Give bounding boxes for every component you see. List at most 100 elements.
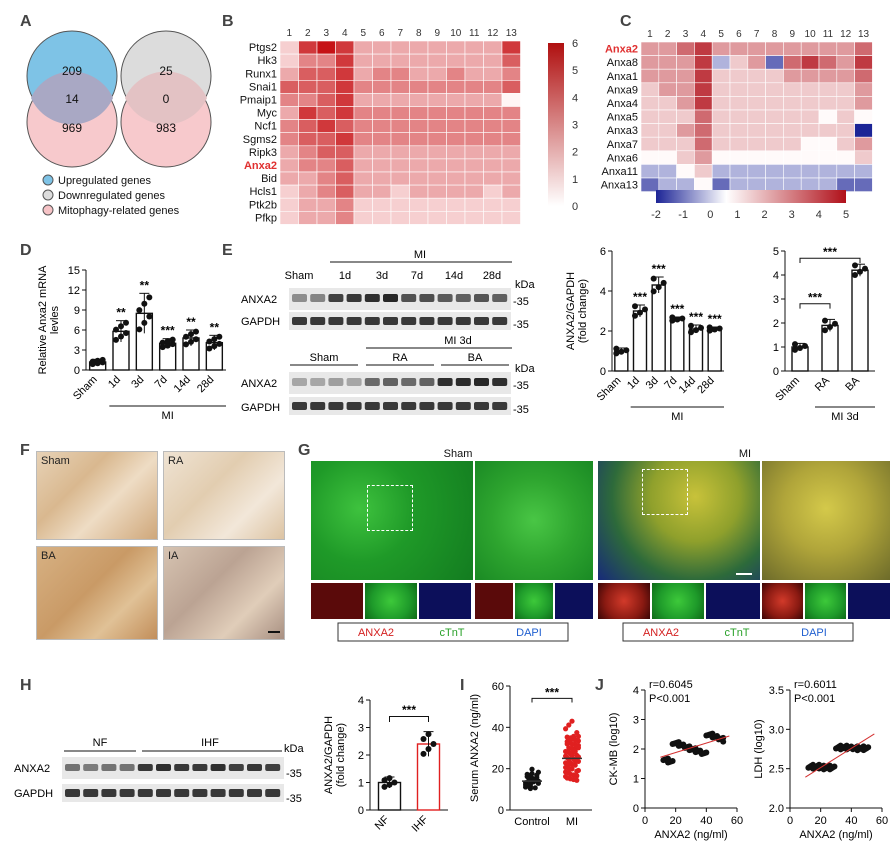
fit-line [805, 733, 875, 778]
heatmap-b-cell [409, 132, 429, 147]
heatmap-c-cell [729, 109, 749, 124]
heatmap-b-cell [427, 106, 447, 120]
g-title-mi: MI [739, 448, 751, 460]
heatmap-b-cell [298, 66, 318, 81]
blot-lane-3d: 3d [376, 270, 388, 282]
heatmap-b-cell [298, 80, 318, 94]
heatmap-b-cell [279, 66, 299, 81]
data-point [572, 737, 578, 743]
heatmap-c-cell [676, 96, 695, 111]
heatmap-b-cell [298, 197, 318, 212]
heatmap-b-cell [316, 80, 336, 94]
blot-lane-14d: 14d [445, 270, 463, 282]
x-tick-label: 60 [731, 815, 743, 827]
data-point [159, 344, 166, 351]
heatmap-b-cell [316, 93, 336, 107]
y-tick-label: 5 [773, 246, 779, 258]
blot-anxa2-band [310, 294, 326, 302]
heatmap-c-cell [800, 109, 820, 124]
annotation-r: r=0.6045 [649, 679, 693, 691]
blot-h-gapdh-band [137, 789, 153, 797]
heatmap-c-cell [800, 164, 820, 179]
blot-anxa2-band [455, 294, 471, 302]
heatmap-c-cell [836, 55, 855, 70]
heatmap-b-cell [409, 158, 429, 173]
heatmap-c-cell [640, 68, 660, 84]
heatmap-c-col-9: 9 [790, 29, 796, 40]
chart-e-time: 0 2 4 6 ANXA2/GAPDH (fold change) Sham 1d *** 3d *… [565, 246, 724, 423]
heatmap-b-cell [390, 145, 410, 160]
data-point [711, 326, 718, 333]
heatmap-b-cell [483, 197, 503, 212]
data-point [792, 346, 798, 353]
heatmap-c-cell [694, 150, 713, 165]
heatmap-b-cell [427, 184, 447, 199]
heatmap-c-cell [836, 96, 855, 111]
heatmap-c-cell [711, 150, 731, 165]
heatmap-b-cell [390, 132, 410, 147]
data-point [613, 350, 620, 357]
heatmap-c-scale-label: 1 [734, 209, 740, 221]
heatmap-c-cell [800, 82, 820, 97]
heatmap-b-cell [335, 53, 355, 68]
blot-gapdh-band [364, 402, 380, 410]
heatmap-b-col-6: 6 [379, 28, 385, 39]
blot-anxa2-band [292, 378, 307, 386]
heatmap-b-row-snai1: Snai1 [249, 81, 277, 93]
data-point [563, 726, 569, 732]
data-point [159, 339, 166, 346]
y-tick-label: 3.5 [769, 685, 784, 697]
panel-label-f: F [20, 442, 30, 459]
y-tick-label: 4 [600, 286, 606, 298]
heatmap-c-cell [747, 164, 766, 179]
x-tick-label-sham: Sham [595, 375, 624, 404]
blot-h-gapdh-band [228, 789, 244, 797]
data-point [146, 313, 153, 320]
data-point [527, 781, 534, 787]
blot-gapdh-band [328, 402, 344, 410]
data-point [420, 750, 427, 757]
heatmap-b-cell [483, 93, 503, 107]
heatmap-c-cell [729, 68, 749, 84]
heatmap-c-cell [658, 136, 677, 152]
chart-j-ldh: 2.0 2.5 3.0 3.5 0 20 40 60 ANXA2 (ng/ml) LDH (log… [753, 679, 888, 841]
significance-label: *** [689, 310, 703, 324]
heatmap-c-scale-label: -1 [678, 209, 688, 221]
heatmap-c-cell [836, 136, 855, 152]
heatmap-b-cell [501, 66, 521, 81]
heatmap-c-cell [818, 177, 838, 192]
heatmap-c-cell [640, 136, 660, 152]
y-axis-label: levles [49, 305, 61, 334]
heatmap-c-cell [765, 55, 784, 70]
data-point [89, 358, 96, 365]
data-point [574, 768, 580, 774]
data-point [564, 734, 570, 740]
data-point [692, 749, 699, 756]
x-tick-label-14d: 14d [677, 375, 698, 396]
heatmap-c-cell [658, 177, 677, 192]
heatmap-c-cell [783, 164, 802, 179]
blot-anxa2-band [292, 294, 307, 302]
y-tick-label: 0 [773, 366, 779, 378]
heatmap-b-scale-label: 5 [572, 65, 578, 77]
heatmap-b-cell [353, 106, 373, 120]
y-tick-label: 0 [498, 805, 504, 817]
y-tick-label: 2 [600, 326, 606, 338]
data-point [563, 748, 569, 755]
heatmap-b-cell [335, 66, 355, 81]
heatmap-b-cell [316, 132, 336, 147]
heatmap-b-row-ptgs2: Ptgs2 [249, 42, 277, 54]
heatmap-b-cell [446, 184, 466, 199]
y-tick-label: 0 [633, 803, 639, 815]
heatmap-b-cell [409, 66, 429, 81]
data-point [211, 343, 218, 350]
heatmap-b-cell [409, 171, 429, 186]
data-point [709, 734, 716, 741]
blot-h-gapdh-band [119, 789, 135, 797]
data-point [206, 338, 213, 345]
g-legend-anxa2-sham: ANXA2 [358, 627, 394, 639]
x-tick-label: 20 [815, 815, 827, 827]
data-point [820, 766, 827, 773]
heatmap-c-cell [836, 109, 855, 124]
heatmap-b-cell [335, 80, 355, 94]
